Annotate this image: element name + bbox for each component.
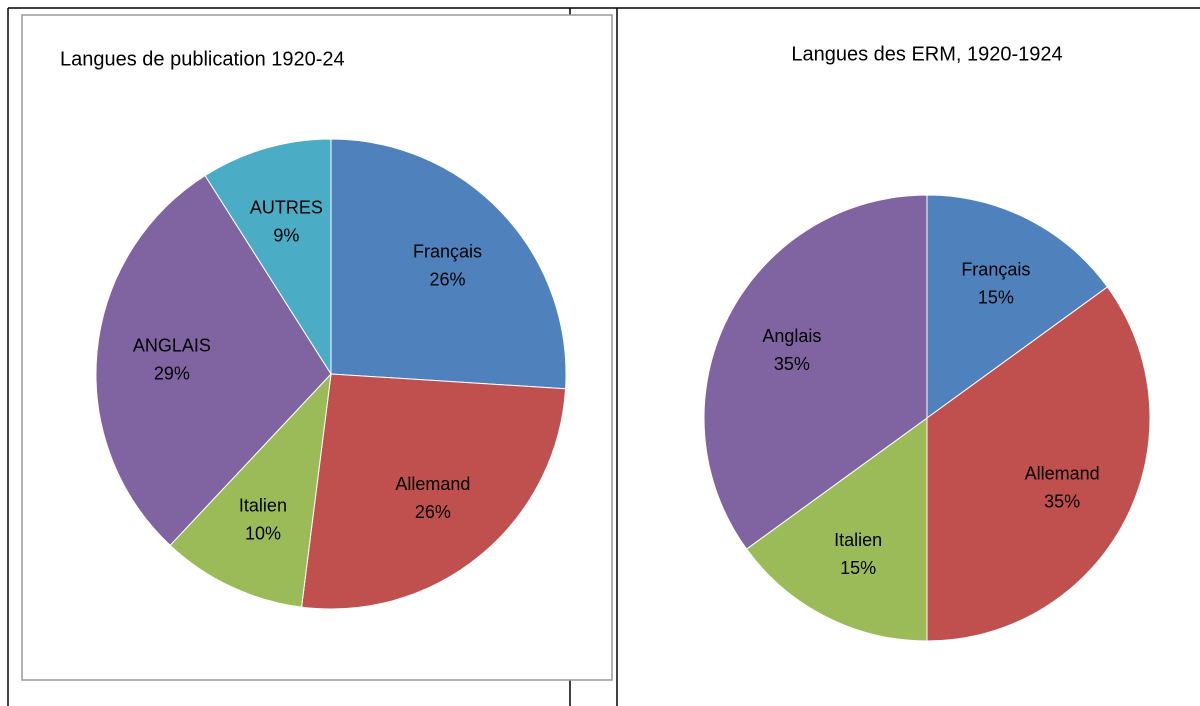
pie-slice [745, 417, 928, 642]
pie-slice [204, 138, 332, 376]
slice-value-label: 26% [429, 269, 465, 289]
pie-slice [926, 194, 1109, 419]
slice-value-label: 15% [840, 558, 876, 578]
slice-category-label: Italien [239, 495, 287, 515]
slice-category-label: Italien [834, 530, 882, 550]
slice-category-label: Allemand [1025, 464, 1100, 484]
slice-category-label: Allemand [395, 474, 470, 494]
slice-category-label: Français [961, 260, 1030, 280]
pie-slice [300, 373, 567, 610]
chart-title: Langues de publication 1920-24 [60, 48, 345, 70]
slice-value-label: 9% [273, 225, 299, 245]
pie-slice [330, 138, 567, 390]
slice-category-label: AUTRES [250, 197, 323, 217]
pie-slice [926, 286, 1151, 642]
chart-frame [21, 14, 613, 681]
pie-slice [703, 194, 928, 550]
slice-value-label: 26% [415, 502, 451, 522]
slice-value-label: 35% [1044, 492, 1080, 512]
slice-category-label: ANGLAIS [133, 336, 211, 356]
slice-value-label: 29% [154, 364, 190, 384]
slice-value-label: 10% [245, 523, 281, 543]
pie-slice [169, 372, 332, 608]
slice-value-label: 35% [774, 354, 810, 374]
slice-category-label: Français [413, 241, 482, 261]
pie-slice [95, 174, 332, 547]
slice-category-label: Anglais [762, 326, 821, 346]
slice-value-label: 15% [978, 288, 1014, 308]
chart-title: Langues des ERM, 1920-1924 [791, 43, 1062, 65]
